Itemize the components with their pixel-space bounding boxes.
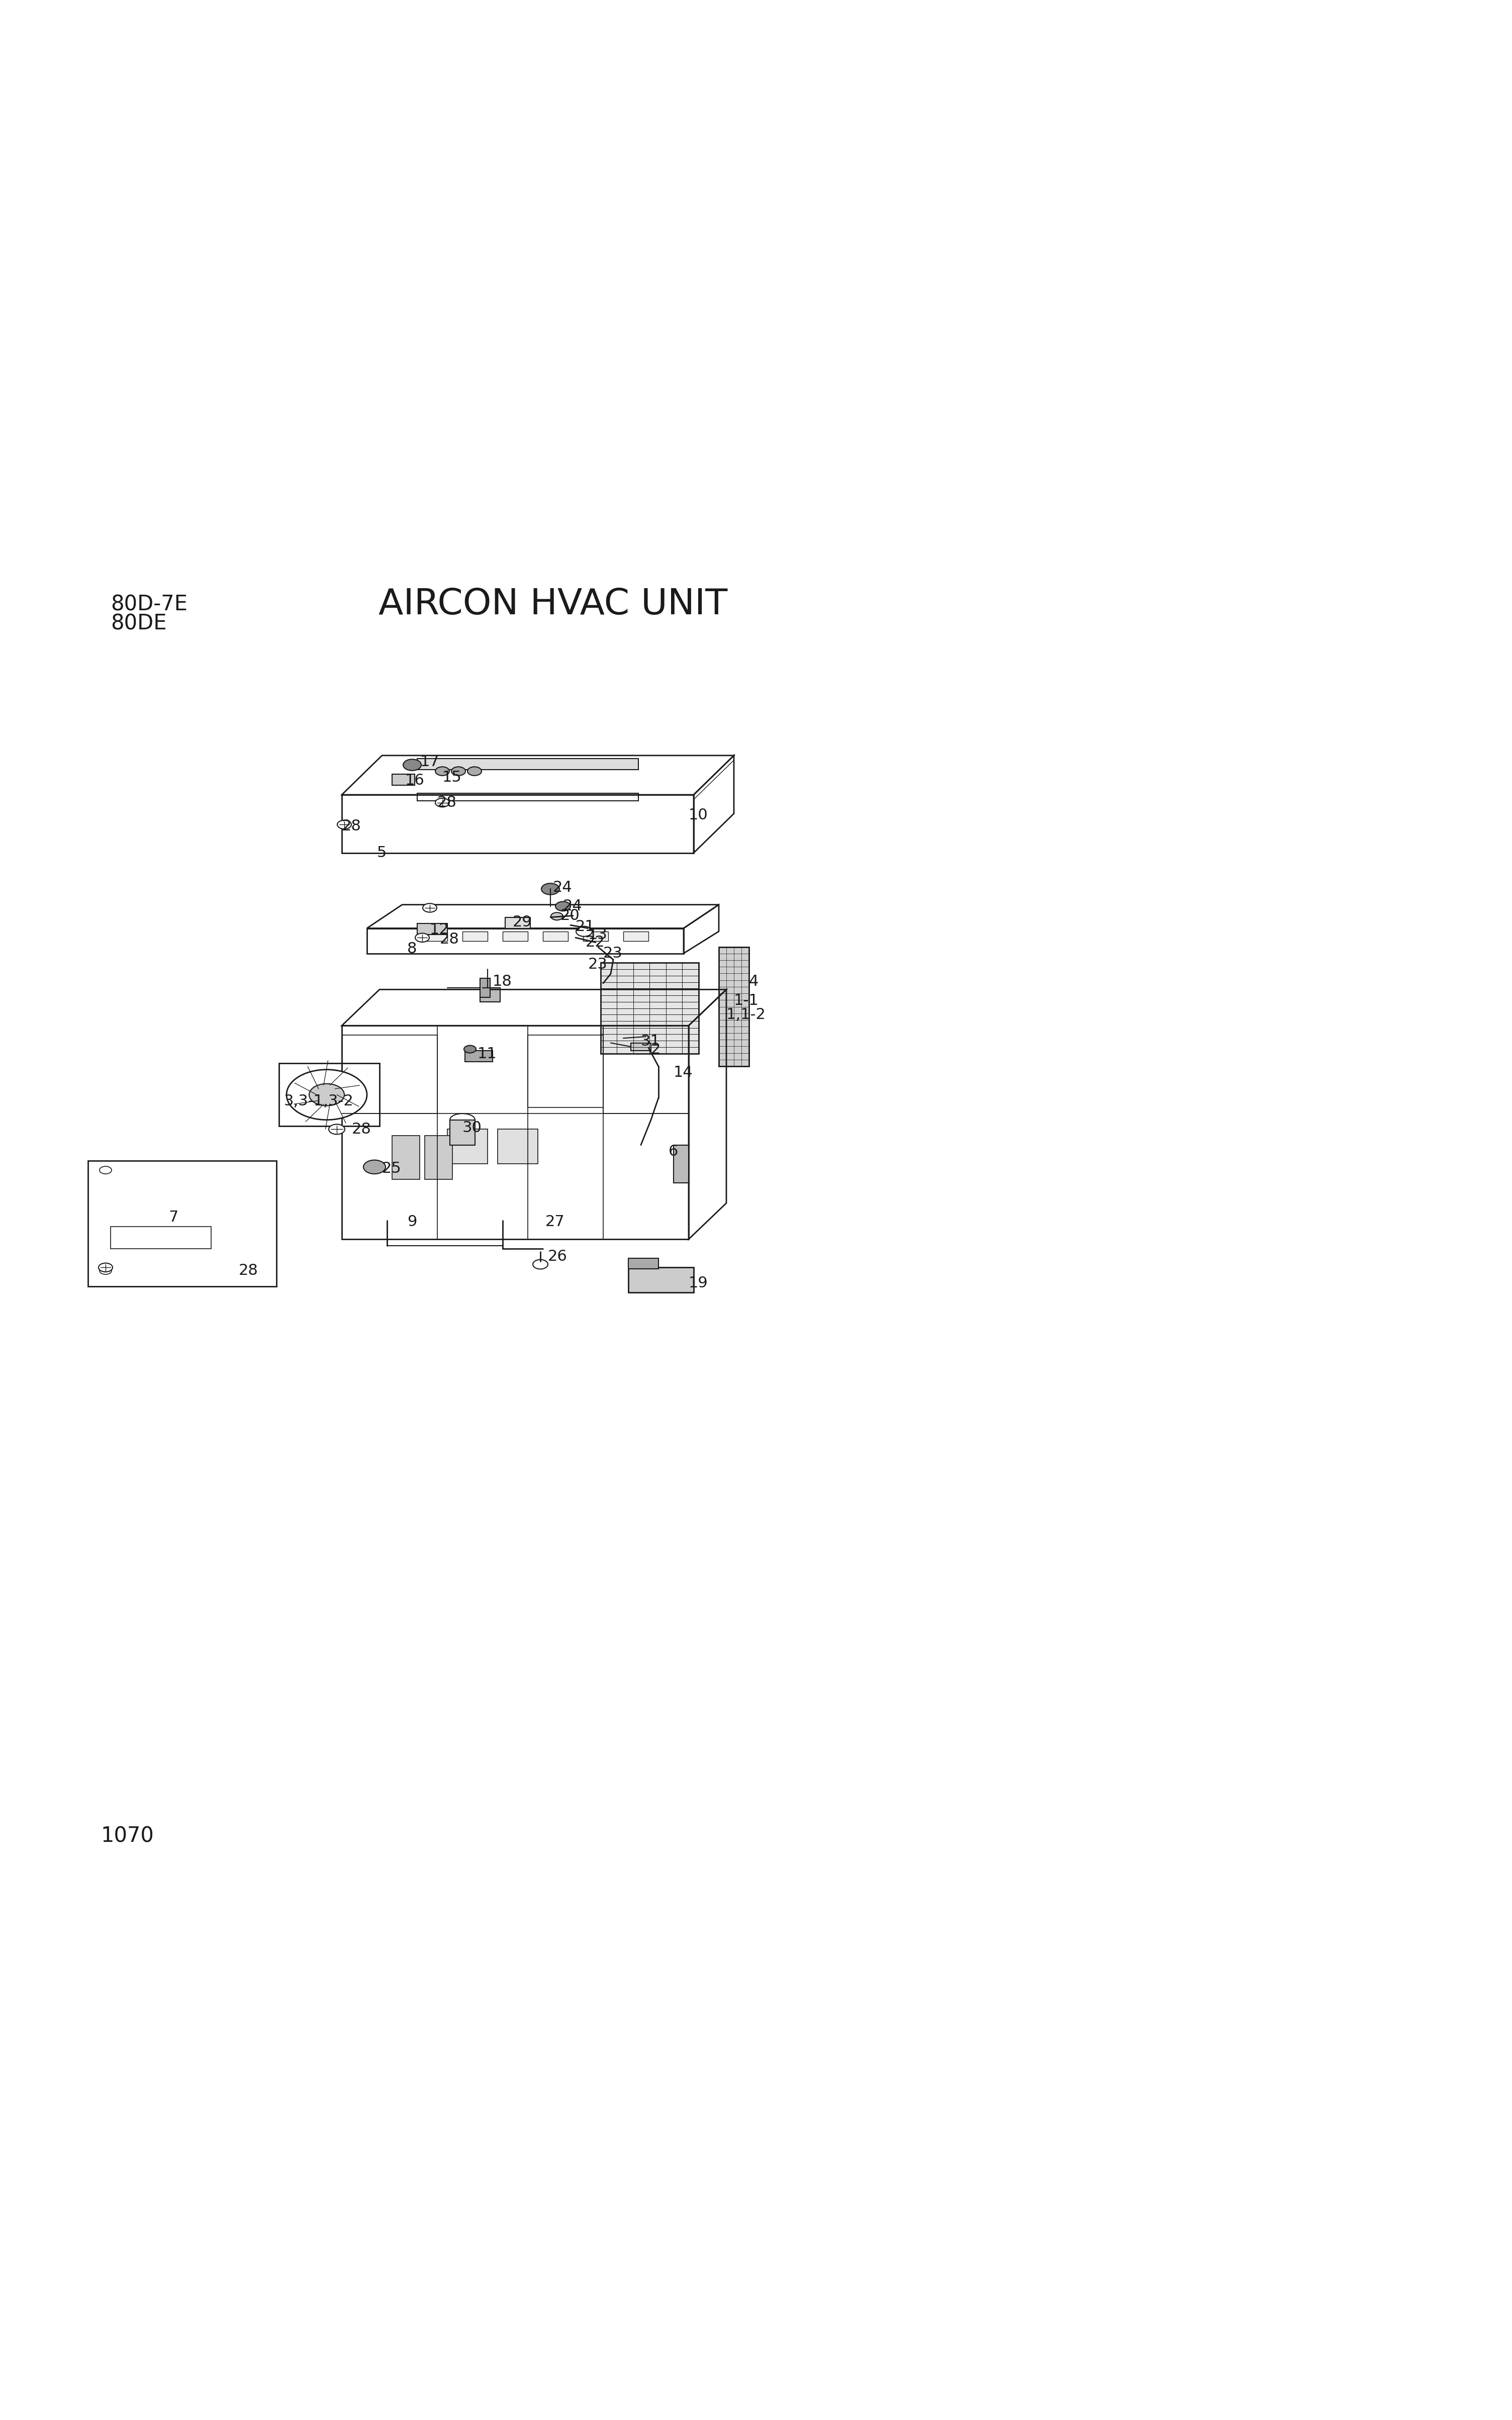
Bar — [466, 1050, 493, 1062]
Text: 80DE: 80DE — [110, 612, 166, 634]
Bar — [417, 757, 638, 770]
Ellipse shape — [452, 767, 466, 774]
Bar — [392, 774, 414, 786]
Text: 31: 31 — [641, 1033, 661, 1048]
Bar — [448, 1130, 487, 1164]
Bar — [502, 932, 528, 941]
Ellipse shape — [328, 1125, 345, 1135]
Bar — [629, 1258, 659, 1268]
Bar — [505, 917, 531, 929]
Bar — [528, 1036, 603, 1108]
Text: 1070: 1070 — [100, 1825, 154, 1846]
Bar — [584, 932, 608, 941]
Ellipse shape — [467, 767, 481, 774]
Ellipse shape — [423, 903, 437, 912]
Polygon shape — [600, 963, 699, 1053]
Text: 1,1-2: 1,1-2 — [726, 1007, 767, 1021]
Ellipse shape — [286, 1070, 367, 1120]
Text: 24: 24 — [553, 881, 573, 895]
Bar — [631, 1043, 652, 1050]
Text: 12: 12 — [429, 922, 449, 937]
Bar — [629, 1268, 694, 1292]
Text: 28: 28 — [352, 1123, 372, 1137]
Text: 5: 5 — [376, 845, 387, 859]
Ellipse shape — [416, 934, 429, 941]
Text: 23: 23 — [603, 946, 623, 961]
Ellipse shape — [435, 767, 449, 774]
Text: 29: 29 — [513, 915, 532, 929]
Text: 28: 28 — [440, 932, 460, 946]
Bar — [422, 932, 448, 941]
Ellipse shape — [404, 760, 422, 770]
Text: 26: 26 — [547, 1249, 567, 1263]
Bar — [479, 978, 490, 997]
Bar — [673, 1145, 688, 1183]
Text: 27: 27 — [546, 1215, 565, 1229]
Bar — [623, 932, 649, 941]
Text: 18: 18 — [493, 975, 513, 990]
Text: 17: 17 — [420, 755, 440, 770]
Bar — [417, 794, 638, 801]
Ellipse shape — [435, 799, 449, 806]
Ellipse shape — [363, 1159, 386, 1174]
Text: 19: 19 — [688, 1275, 708, 1290]
Text: AIRCON HVAC UNIT: AIRCON HVAC UNIT — [378, 588, 727, 622]
Text: 11: 11 — [478, 1045, 497, 1062]
Text: 10: 10 — [688, 808, 708, 823]
Text: 30: 30 — [463, 1120, 482, 1135]
Text: 9: 9 — [407, 1215, 417, 1229]
Bar — [463, 932, 487, 941]
Bar — [497, 1130, 538, 1164]
Text: 6: 6 — [668, 1145, 679, 1159]
Ellipse shape — [464, 1045, 476, 1053]
Ellipse shape — [576, 927, 593, 937]
Text: 4: 4 — [748, 975, 759, 990]
Ellipse shape — [337, 820, 351, 830]
Text: 28: 28 — [437, 796, 457, 811]
Ellipse shape — [98, 1263, 112, 1273]
Text: 25: 25 — [383, 1162, 402, 1176]
Bar — [603, 1026, 688, 1113]
Polygon shape — [718, 946, 748, 1067]
Text: 21: 21 — [576, 920, 596, 934]
Bar — [451, 1120, 475, 1145]
Text: 23: 23 — [588, 956, 608, 973]
Text: 24: 24 — [562, 898, 582, 912]
Bar — [425, 1135, 452, 1179]
Bar — [417, 924, 448, 934]
Ellipse shape — [555, 903, 570, 910]
Text: 14: 14 — [673, 1065, 692, 1079]
Text: 1-1: 1-1 — [733, 992, 759, 1007]
Text: 2: 2 — [652, 1043, 661, 1058]
Text: 16: 16 — [405, 774, 425, 789]
Ellipse shape — [550, 912, 562, 920]
Ellipse shape — [308, 1084, 345, 1106]
Bar — [543, 932, 569, 941]
Text: 22: 22 — [585, 934, 605, 949]
Text: 28: 28 — [239, 1263, 259, 1278]
Bar — [280, 1062, 380, 1125]
Bar — [479, 987, 500, 1002]
Bar — [392, 1135, 420, 1179]
Bar — [342, 1036, 437, 1113]
Text: 15: 15 — [443, 770, 461, 784]
Text: 20: 20 — [561, 908, 581, 922]
Text: 3,3-1,3-2: 3,3-1,3-2 — [284, 1094, 354, 1108]
Text: 28: 28 — [342, 818, 361, 832]
Ellipse shape — [541, 883, 559, 895]
Text: 80D-7E: 80D-7E — [110, 595, 187, 615]
Text: 13: 13 — [588, 927, 608, 941]
Text: 8: 8 — [407, 941, 417, 956]
Bar — [110, 1227, 212, 1249]
Text: 7: 7 — [168, 1210, 178, 1225]
